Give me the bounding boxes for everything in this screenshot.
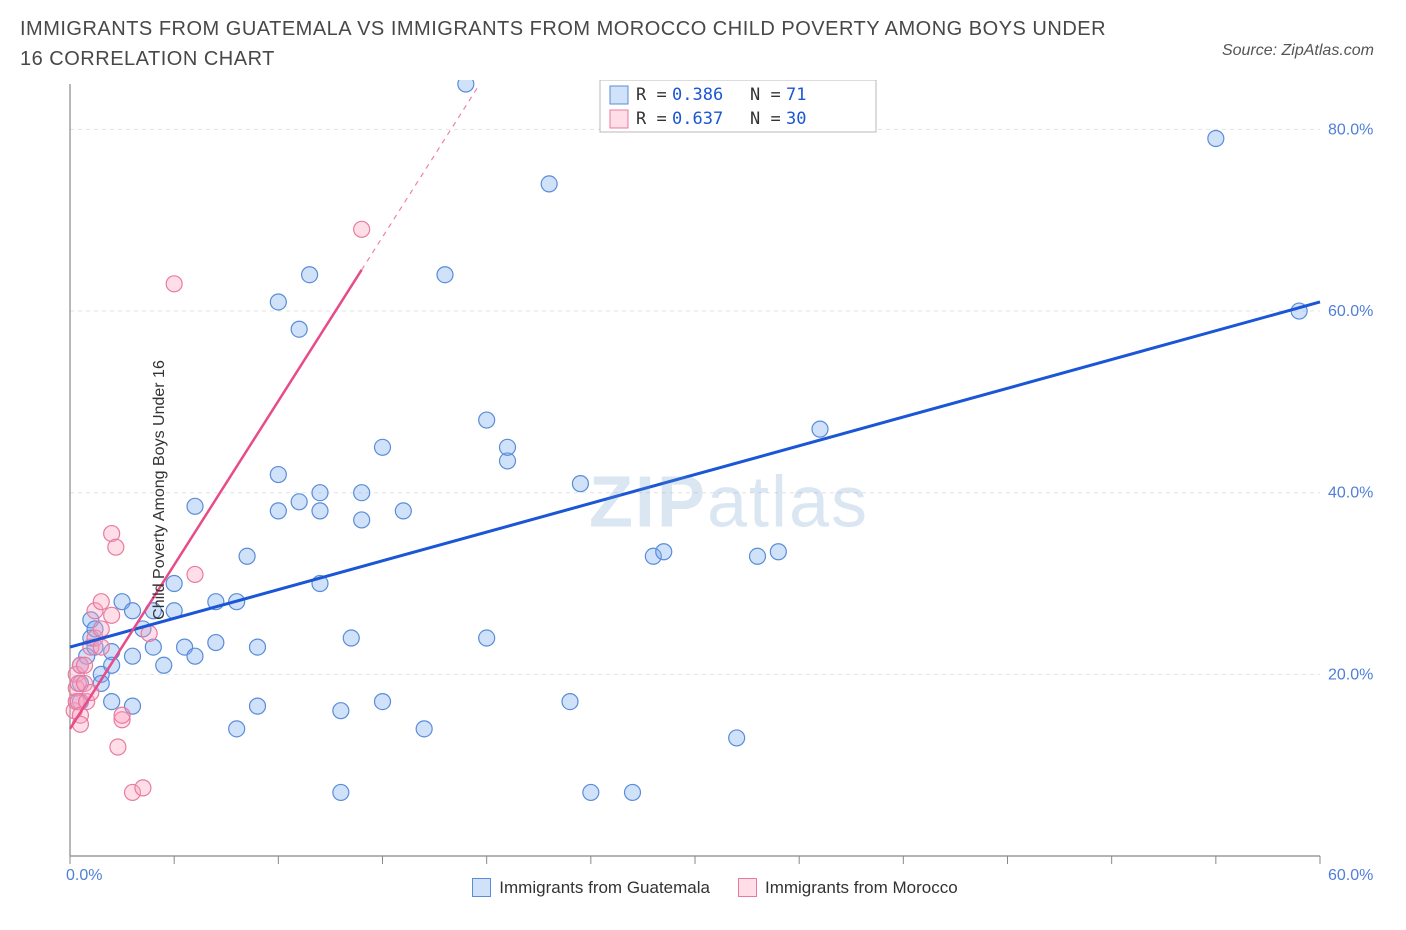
source-text: Source: ZipAtlas.com	[1222, 42, 1374, 60]
svg-text:N =: N =	[750, 109, 781, 129]
svg-text:40.0%: 40.0%	[1328, 485, 1373, 502]
svg-text:0.637: 0.637	[672, 109, 723, 129]
page-title: IMMIGRANTS FROM GUATEMALA VS IMMIGRANTS …	[20, 14, 1130, 74]
legend-swatch	[472, 878, 491, 897]
bottom-legend: Immigrants from Guatemala Immigrants from…	[40, 878, 1390, 903]
svg-text:30: 30	[786, 109, 806, 129]
svg-text:80.0%: 80.0%	[1328, 121, 1373, 138]
correlation-chart: 20.0%40.0%60.0%80.0%0.0%60.0%R =0.386N =…	[40, 80, 1390, 900]
svg-text:R =: R =	[636, 85, 667, 105]
legend-item: Immigrants from Guatemala	[472, 878, 710, 898]
svg-text:60.0%: 60.0%	[1328, 303, 1373, 320]
svg-text:71: 71	[786, 85, 806, 105]
chart-container: Child Poverty Among Boys Under 16 ZIPatl…	[40, 80, 1390, 900]
legend-item: Immigrants from Morocco	[738, 878, 958, 898]
legend-label: Immigrants from Guatemala	[499, 878, 710, 898]
svg-text:R =: R =	[636, 109, 667, 129]
svg-text:20.0%: 20.0%	[1328, 666, 1373, 683]
y-axis-label: Child Poverty Among Boys Under 16	[151, 360, 169, 620]
legend-swatch	[738, 878, 757, 897]
legend-label: Immigrants from Morocco	[765, 878, 958, 898]
svg-text:N =: N =	[750, 85, 781, 105]
svg-text:0.386: 0.386	[672, 85, 723, 105]
